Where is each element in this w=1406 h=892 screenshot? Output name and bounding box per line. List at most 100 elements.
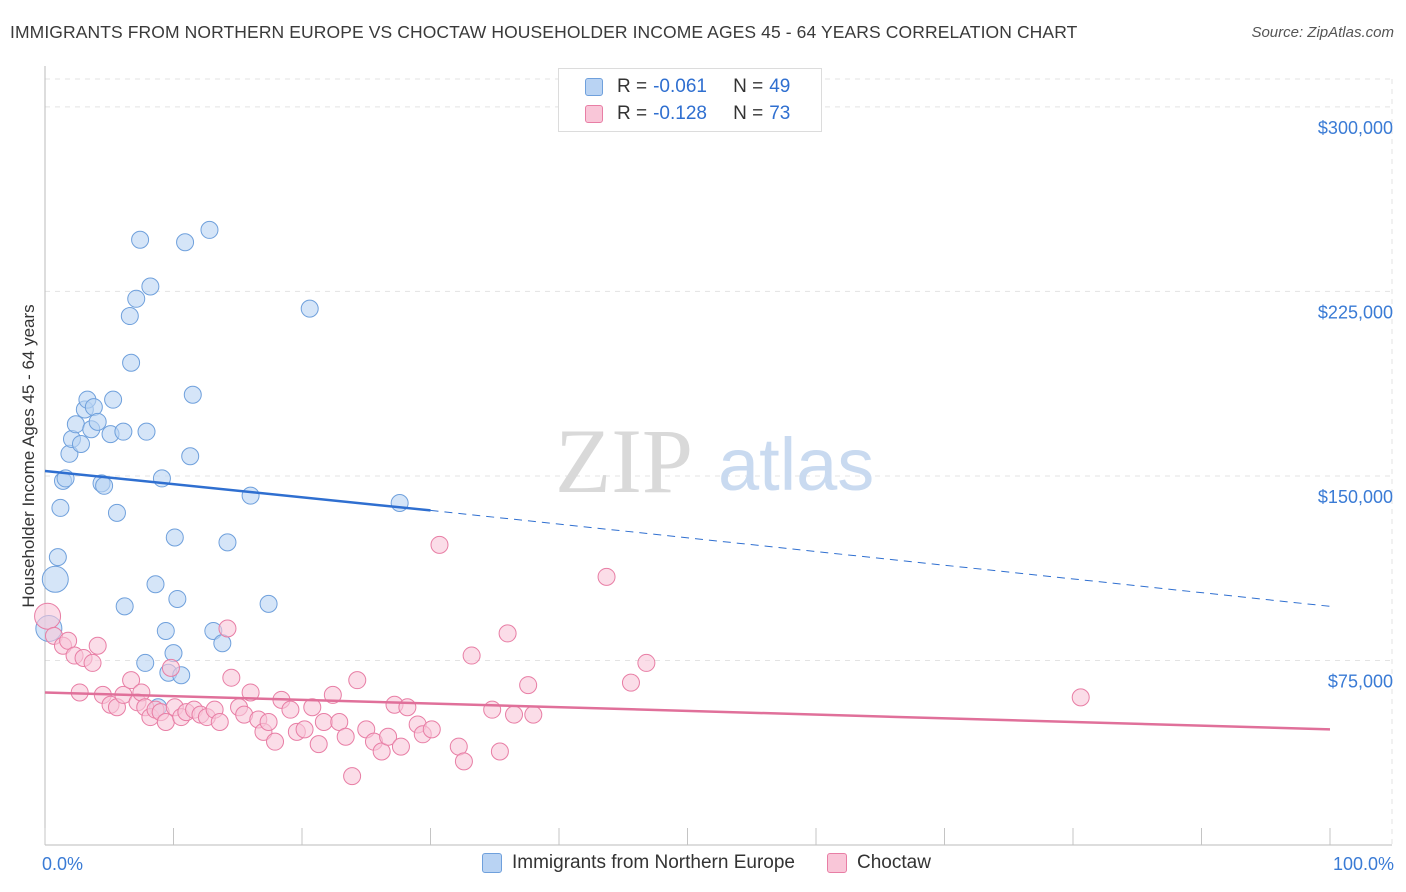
trend-line-choctaw [44, 691, 1331, 731]
data-point [88, 636, 107, 655]
data-point [156, 712, 175, 731]
legend-n-value: 73 [769, 103, 791, 124]
data-point [131, 230, 150, 249]
data-point [127, 289, 146, 308]
watermark-zip: ZIP [555, 410, 693, 512]
y-tick-label: $300,000 [1318, 118, 1393, 138]
data-point [146, 575, 165, 594]
correlation-legend: R = -0.061 N = 49 R = -0.128 N = 73 [558, 68, 822, 132]
data-point [210, 712, 229, 731]
legend-swatch-pink [585, 105, 603, 123]
data-point [83, 653, 102, 672]
data-point [165, 528, 184, 547]
data-point [462, 646, 481, 665]
data-point [314, 712, 333, 731]
legend-swatch-blue [482, 853, 502, 873]
data-point [132, 683, 151, 702]
data-point [621, 673, 640, 692]
data-point [505, 705, 524, 724]
axes [44, 66, 1392, 846]
trend-line-immigrants [44, 469, 431, 512]
data-point [120, 307, 139, 326]
data-point [84, 398, 103, 417]
data-point [176, 233, 195, 252]
data-point [241, 683, 260, 702]
series-choctaw [34, 535, 1090, 786]
chart-title: IMMIGRANTS FROM NORTHERN EUROPE VS CHOCT… [10, 22, 1078, 42]
legend-swatch-blue [585, 78, 603, 96]
legend-r-value: -0.061 [653, 76, 707, 97]
data-point [115, 597, 134, 616]
legend-n-value: 49 [769, 76, 791, 97]
data-point [597, 567, 616, 586]
data-point [222, 668, 241, 687]
data-point [122, 353, 141, 372]
gridlines [45, 78, 1393, 845]
data-point [71, 434, 90, 453]
legend-row-immigrants: R = -0.061 N = 49 [585, 75, 790, 99]
legend-r-label: R = [617, 76, 648, 97]
data-point [137, 422, 156, 441]
source-credit: Source: ZipAtlas.com [1251, 24, 1394, 41]
data-point [122, 671, 141, 690]
data-point [259, 594, 278, 613]
data-point [241, 486, 260, 505]
data-point [107, 503, 126, 522]
x-tick-label-end: 100.0% [1333, 854, 1394, 874]
data-point [498, 624, 517, 643]
data-point [637, 653, 656, 672]
data-point [266, 732, 285, 751]
data-point [34, 602, 62, 630]
data-point [483, 700, 502, 719]
watermark-atlas: atlas [718, 423, 874, 506]
data-point [490, 742, 509, 761]
data-point [303, 698, 322, 717]
legend-item-immigrants[interactable]: Immigrants from Northern Europe [482, 852, 795, 874]
data-point [200, 220, 219, 239]
data-point [88, 412, 107, 431]
data-point [300, 299, 319, 318]
legend-r-label: R = [617, 103, 648, 124]
data-point [391, 737, 410, 756]
data-point [281, 700, 300, 719]
legend-swatch-pink [827, 853, 847, 873]
data-point [41, 565, 69, 593]
data-point [348, 671, 367, 690]
data-point [164, 644, 183, 663]
data-point [309, 735, 328, 754]
data-point [141, 277, 160, 296]
y-tick-label: $150,000 [1318, 487, 1393, 507]
x-tick-labels: 0.0% 100.0% [42, 854, 1394, 874]
legend-r-value: -0.128 [653, 103, 707, 124]
data-point [336, 727, 355, 746]
data-point [181, 447, 200, 466]
data-point [183, 385, 202, 404]
data-point [51, 498, 70, 517]
data-point [218, 533, 237, 552]
data-point [343, 767, 362, 786]
data-point [104, 390, 123, 409]
data-point [398, 698, 417, 717]
data-point [259, 712, 278, 731]
data-point [95, 476, 114, 495]
x-tick-label-start: 0.0% [42, 854, 83, 874]
trend-lines [44, 469, 1331, 731]
legend-item-choctaw[interactable]: Choctaw [827, 852, 931, 874]
legend-label-immigrants: Immigrants from Northern Europe [512, 852, 795, 873]
data-point [136, 653, 155, 672]
y-tick-labels: $75,000 $150,000 $225,000 $300,000 [1318, 118, 1393, 692]
legend-n-label: N = [733, 103, 764, 124]
trend-line-immigrants-extrapolated [430, 509, 1331, 607]
y-tick-label: $225,000 [1318, 302, 1393, 322]
legend-label-choctaw: Choctaw [857, 852, 931, 873]
legend-n-label: N = [733, 76, 764, 97]
data-point [168, 589, 187, 608]
data-point [1071, 688, 1090, 707]
data-point [48, 548, 67, 567]
series-legend: Immigrants from Northern Europe Choctaw [482, 852, 963, 874]
data-point [422, 720, 441, 739]
data-point [218, 619, 237, 638]
data-point [524, 705, 543, 724]
data-point [519, 676, 538, 695]
